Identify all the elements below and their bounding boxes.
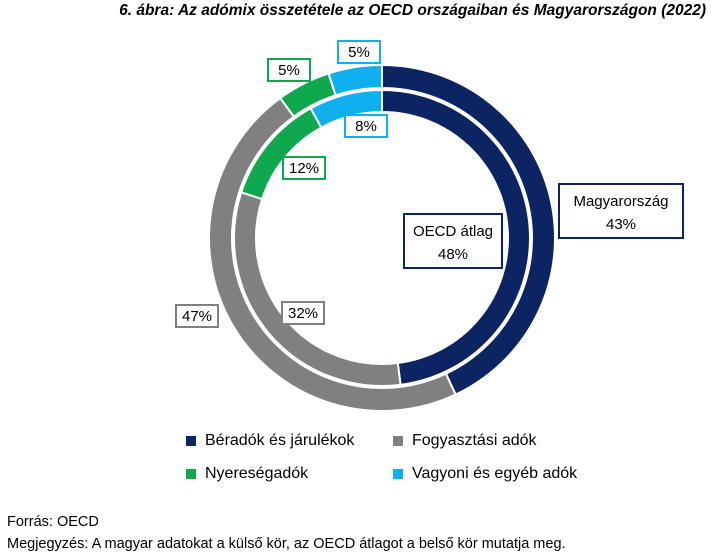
slice-labels: 47% 5% 5% 32% 12% 8% xyxy=(175,40,388,328)
donut-rings xyxy=(208,63,556,412)
outer-ring-value-profit: 5% xyxy=(278,62,300,79)
outer-ring-callout-value: 43% xyxy=(606,216,636,233)
inner-ring-value-consumption: 32% xyxy=(288,305,318,322)
legend-label-consumption: Fogyasztási adók xyxy=(412,432,537,449)
outer-ring-value-property: 5% xyxy=(348,44,370,61)
legend-item-property: Vagyoni és egyéb adók xyxy=(393,465,577,483)
legend-swatch-consumption xyxy=(393,436,403,446)
inner-ring-value-profit: 12% xyxy=(289,160,319,177)
legend-swatch-profit xyxy=(186,469,196,479)
inner-ring-value-property: 8% xyxy=(355,118,377,135)
donut-chart: 47% 5% 5% 32% 12% 8% Magyarország 43% OECD át… xyxy=(175,40,684,412)
legend-swatch-labor xyxy=(186,436,196,446)
legend-label-labor: Béradók és járulékok xyxy=(205,432,355,449)
outer-ring-slice-property xyxy=(327,63,383,97)
inner-ring-label-profit: 12% xyxy=(282,156,326,180)
inner-ring-callout: OECD átlag 48% xyxy=(403,213,503,269)
legend-item-profit: Nyereségadók xyxy=(186,465,308,483)
inner-ring-callout-name: OECD átlag xyxy=(413,223,493,240)
footnote: Megjegyzés: A magyar adatokat a külső kö… xyxy=(7,536,566,552)
outer-ring-value-consumption: 47% xyxy=(182,308,212,325)
inner-ring-label-consumption: 32% xyxy=(281,301,325,325)
legend-swatch-property xyxy=(393,469,403,479)
inner-ring-callout-value: 48% xyxy=(438,246,468,263)
legend-item-labor: Béradók és járulékok xyxy=(186,432,354,450)
outer-ring-label-profit: 5% xyxy=(267,58,311,82)
legend-label-profit: Nyereségadók xyxy=(205,465,309,482)
outer-ring-callout-name: Magyarország xyxy=(573,193,668,210)
outer-ring-label-property: 5% xyxy=(337,40,381,64)
outer-ring-label-consumption: 47% xyxy=(175,304,219,328)
legend-item-consumption: Fogyasztási adók xyxy=(393,432,537,450)
chart-title: 6. ábra: Az adómix összetétele az OECD o… xyxy=(119,2,706,19)
legend-label-property: Vagyoni és egyéb adók xyxy=(412,465,578,482)
inner-ring-label-property: 8% xyxy=(344,114,388,138)
source-note: Forrás: OECD xyxy=(7,514,99,530)
outer-ring-callout: Magyarország 43% xyxy=(558,183,684,239)
inner-ring-slice-property xyxy=(309,88,383,129)
